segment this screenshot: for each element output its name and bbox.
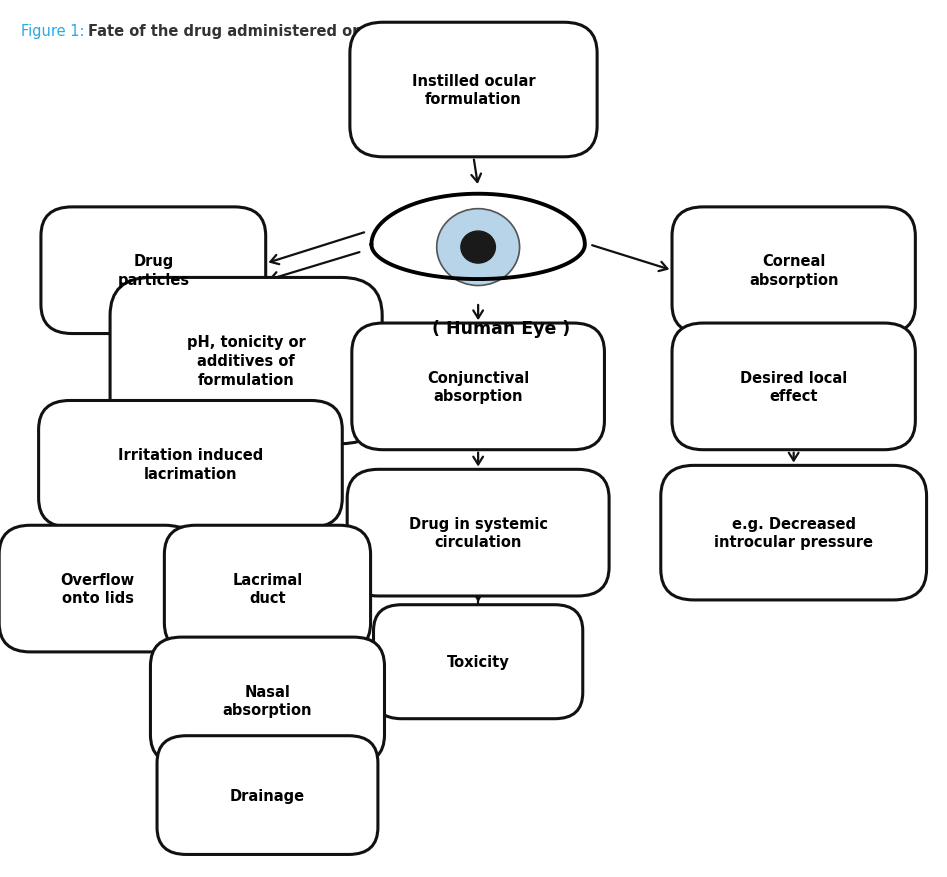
Text: ( Human Eye ): ( Human Eye ) [432, 320, 570, 338]
Text: Instilled ocular
formulation: Instilled ocular formulation [412, 74, 535, 107]
FancyBboxPatch shape [151, 638, 384, 764]
Text: Conjunctival
absorption: Conjunctival absorption [427, 370, 529, 403]
Text: Overflow
onto lids: Overflow onto lids [61, 572, 134, 606]
FancyBboxPatch shape [373, 605, 582, 719]
FancyBboxPatch shape [157, 736, 378, 854]
FancyBboxPatch shape [348, 470, 609, 596]
Text: Figure 1:: Figure 1: [21, 25, 89, 39]
Text: Fate of the drug administered on topical ocular application.: Fate of the drug administered on topical… [88, 25, 583, 39]
Text: e.g. Decreased
introcular pressure: e.g. Decreased introcular pressure [714, 517, 873, 550]
Text: Drug in systemic
circulation: Drug in systemic circulation [409, 517, 547, 550]
FancyBboxPatch shape [661, 466, 926, 600]
Circle shape [461, 232, 495, 264]
Text: Nasal
absorption: Nasal absorption [223, 684, 313, 717]
FancyBboxPatch shape [352, 324, 604, 450]
FancyBboxPatch shape [39, 401, 342, 528]
Text: Drug
particles: Drug particles [117, 254, 189, 288]
FancyBboxPatch shape [672, 324, 916, 450]
Circle shape [437, 210, 520, 286]
FancyBboxPatch shape [0, 525, 196, 652]
FancyBboxPatch shape [349, 23, 598, 158]
Text: Toxicity: Toxicity [447, 654, 509, 669]
Text: Lacrimal
duct: Lacrimal duct [232, 572, 303, 606]
Polygon shape [371, 195, 585, 280]
FancyBboxPatch shape [672, 208, 916, 334]
FancyBboxPatch shape [41, 208, 266, 334]
Text: Drainage: Drainage [230, 788, 305, 802]
Text: pH, tonicity or
additives of
formulation: pH, tonicity or additives of formulation [187, 335, 306, 388]
Text: Desired local
effect: Desired local effect [740, 370, 848, 403]
FancyBboxPatch shape [110, 278, 383, 444]
FancyBboxPatch shape [165, 525, 370, 652]
Text: Corneal
absorption: Corneal absorption [749, 254, 838, 288]
Text: Irritation induced
lacrimation: Irritation induced lacrimation [117, 447, 263, 481]
